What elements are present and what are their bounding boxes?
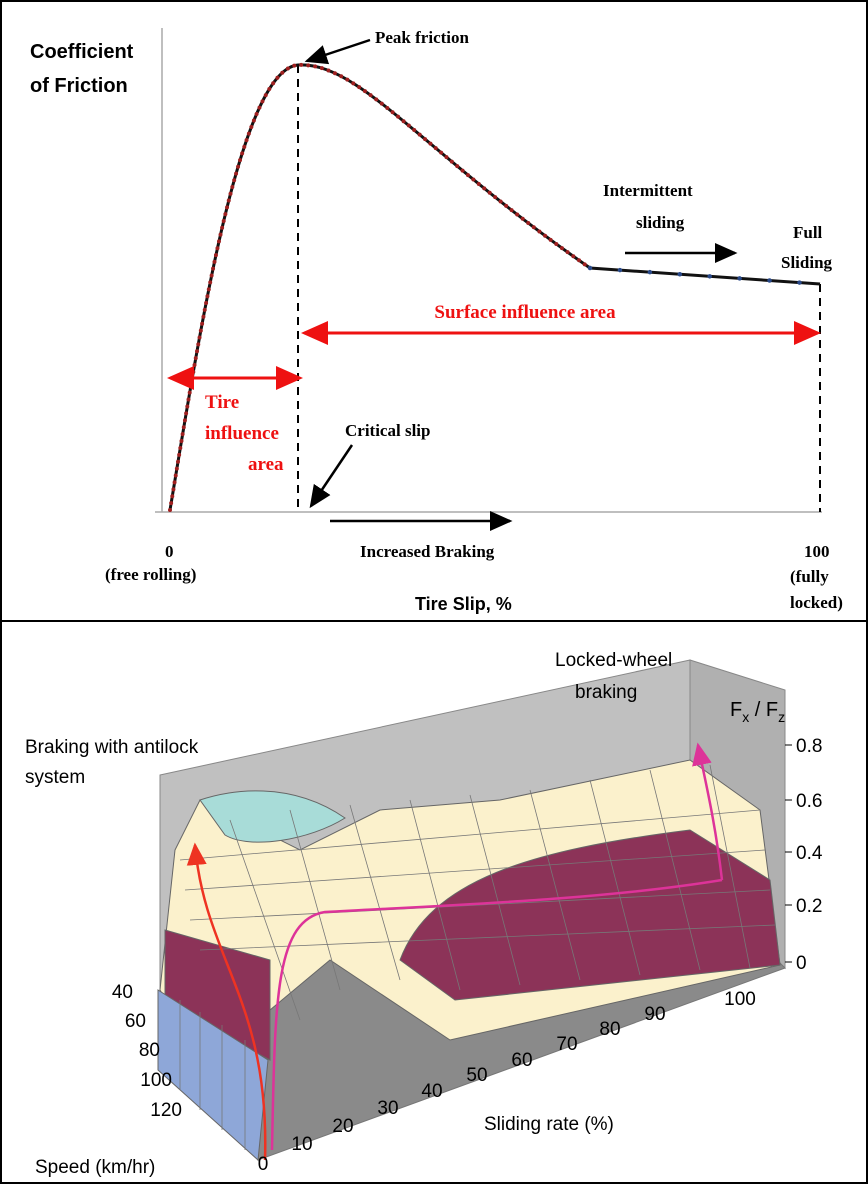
tick-label: 80 bbox=[599, 1019, 620, 1040]
antilock-arrow bbox=[186, 842, 267, 1161]
tick-label: 60 bbox=[125, 1011, 146, 1032]
label: Full bbox=[793, 223, 823, 242]
top-panel: Coefficient of Friction Peak friction In… bbox=[30, 28, 843, 614]
label: Tire bbox=[205, 392, 239, 413]
x-tick-label: 100 bbox=[804, 542, 830, 561]
surface-grid bbox=[179, 764, 776, 1150]
label: influence bbox=[205, 423, 279, 444]
label: braking bbox=[575, 682, 637, 703]
label: Locked-wheel bbox=[555, 650, 672, 671]
tick-label: 0.2 bbox=[796, 896, 822, 917]
tick-labels: 0.8 0.6 0.4 0.2 0 40 60 80 100 120 0 10 20 30 40 50 60 70… bbox=[112, 736, 823, 1175]
surface-face bbox=[157, 989, 269, 1162]
locked-arrow bbox=[692, 742, 724, 881]
tick-label: 100 bbox=[140, 1070, 172, 1091]
tick-label: 30 bbox=[377, 1098, 398, 1119]
label: Braking with antilock bbox=[25, 737, 199, 758]
label: Critical slip bbox=[345, 421, 430, 440]
axis-title-part: F bbox=[730, 699, 742, 721]
axis-title-part: / F bbox=[749, 699, 778, 721]
label: system bbox=[25, 767, 85, 788]
tick-label: 90 bbox=[644, 1004, 665, 1025]
label: Peak friction bbox=[375, 28, 469, 47]
tick-label: 40 bbox=[421, 1081, 442, 1102]
tick-label: 80 bbox=[139, 1040, 160, 1061]
tick-label: 0.8 bbox=[796, 736, 822, 757]
tick-label: 70 bbox=[556, 1034, 577, 1055]
tick-label: 0.6 bbox=[796, 791, 822, 812]
tick-label: 0 bbox=[796, 953, 807, 974]
x-tick-label: 0 bbox=[165, 542, 174, 561]
surface-patch bbox=[199, 790, 346, 843]
tick-label: 0.4 bbox=[796, 843, 823, 864]
axis-title: Tire Slip, % bbox=[415, 594, 512, 614]
label: Increased Braking bbox=[360, 542, 495, 561]
x-tick-label: (free rolling) bbox=[105, 565, 196, 584]
tick-label: 10 bbox=[291, 1134, 312, 1155]
label: sliding bbox=[636, 213, 685, 232]
curve-dots bbox=[168, 62, 592, 512]
label: area bbox=[248, 454, 284, 475]
arrow bbox=[309, 444, 354, 509]
tick-label: 40 bbox=[112, 982, 133, 1003]
arrow bbox=[304, 38, 371, 65]
axis-title: Speed (km/hr) bbox=[35, 1157, 155, 1178]
z-axis-ticks bbox=[785, 744, 792, 963]
axis-title-part: x bbox=[742, 709, 749, 725]
tick-label: 0 bbox=[258, 1154, 269, 1175]
tick-label: 50 bbox=[466, 1065, 487, 1086]
tick-label: 60 bbox=[511, 1050, 532, 1071]
surface-face bbox=[164, 929, 271, 1061]
axis-title: of Friction bbox=[30, 75, 128, 97]
tick-label: 20 bbox=[332, 1116, 353, 1137]
axis-title: Coefficient bbox=[30, 41, 134, 63]
axis-title: Fx / Fz bbox=[730, 699, 785, 725]
x-tick-label: (fully bbox=[790, 567, 829, 586]
axis-title-part: z bbox=[778, 709, 785, 725]
surface-patch bbox=[399, 829, 781, 1001]
label: Sliding bbox=[781, 253, 833, 272]
axis-title: Sliding rate (%) bbox=[484, 1114, 614, 1135]
x-tick-label: locked) bbox=[790, 593, 843, 612]
locked-path bbox=[270, 878, 723, 1151]
bottom-panel: Locked-wheel braking Braking with antilo… bbox=[25, 650, 823, 1178]
label: Surface influence area bbox=[434, 302, 616, 323]
label: Intermittent bbox=[603, 181, 693, 200]
tick-label: 100 bbox=[724, 989, 756, 1010]
tick-label: 120 bbox=[150, 1100, 182, 1121]
